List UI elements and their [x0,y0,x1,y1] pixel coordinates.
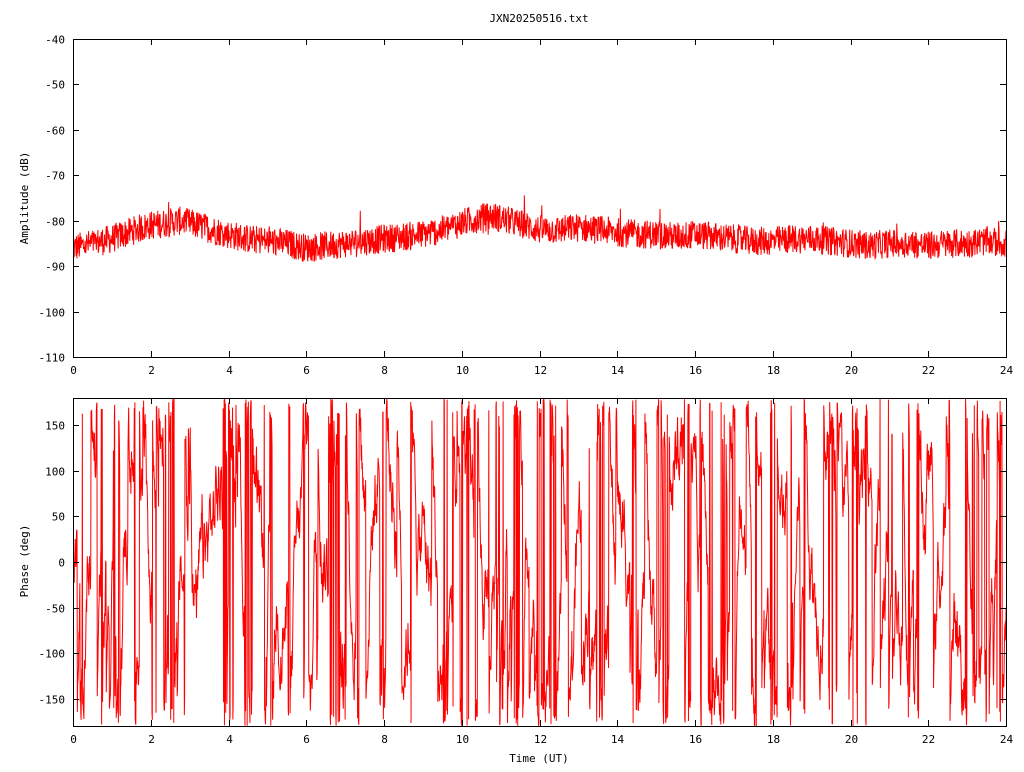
amplitude-x-tick-label: 12 [534,364,547,377]
amplitude-x-tick-label: 22 [922,364,935,377]
phase-x-tick-label: 16 [689,733,702,746]
phase-y-tick-label: 100 [45,466,65,479]
amplitude-x-tick-label: 16 [689,364,702,377]
phase-x-tick-label: 14 [611,733,625,746]
phase-y-tick-label: 0 [58,557,65,570]
amplitude-x-tick-label: 0 [70,364,77,377]
amplitude-panel: 0 2 4 6 8 10 12 14 16 18 20 22 24-40-50-60-70-80-90-… [39,34,1014,378]
phase-y-tick-label: -100 [39,648,66,661]
phase-y-tick-label: -50 [45,603,65,616]
phase-y-axis-label: Phase (deg) [18,525,31,598]
phase-x-tick-label: 2 [148,733,155,746]
amplitude-x-tick-label: 6 [303,364,310,377]
phase-x-tick-label: 4 [226,733,233,746]
phase-x-tick-label: 18 [767,733,780,746]
amplitude-x-tick-label: 24 [1000,364,1014,377]
amplitude-x-tick-label: 18 [767,364,780,377]
amplitude-x-tick-label: 10 [456,364,469,377]
phase-y-tick-label: -150 [39,694,66,707]
amplitude-y-axis-label: Amplitude (dB) [18,152,31,245]
amplitude-y-tick-label: -40 [45,34,65,47]
phase-x-tick-label: 10 [456,733,469,746]
amplitude-y-tick-label: -60 [45,125,65,138]
amplitude-series-line [73,195,1006,262]
x-axis-label: Time (UT) [509,752,569,765]
chart-title: JXN20250516.txt [489,12,588,25]
phase-x-tick-label: 24 [1000,733,1014,746]
amplitude-y-tick-label: -50 [45,79,65,92]
phase-x-tick-label: 0 [70,733,77,746]
phase-y-tick-label: 50 [52,511,65,524]
phase-x-tick-label: 6 [303,733,310,746]
phase-x-tick-label: 20 [845,733,858,746]
phase-series-line [73,398,1006,726]
amplitude-x-tick-label: 14 [611,364,625,377]
amplitude-x-tick-label: 4 [226,364,233,377]
amplitude-y-tick-label: -100 [39,307,66,320]
amplitude-y-tick-label: -110 [39,352,66,365]
amplitude-frame [73,39,1007,358]
amplitude-x-tick-label: 8 [381,364,388,377]
phase-panel: 0 2 4 6 8 10 12 14 16 18 20 22 24150100500-50-100-15… [39,398,1014,746]
amplitude-x-tick-label: 2 [148,364,155,377]
amplitude-x-tick-label: 20 [845,364,858,377]
amplitude-y-tick-label: -70 [45,170,65,183]
amplitude-y-tick-label: -80 [45,216,65,229]
phase-y-tick-label: 150 [45,420,65,433]
phase-x-tick-label: 12 [534,733,547,746]
amplitude-y-tick-label: -90 [45,261,65,274]
phase-x-tick-label: 22 [922,733,935,746]
phase-x-tick-label: 8 [381,733,388,746]
